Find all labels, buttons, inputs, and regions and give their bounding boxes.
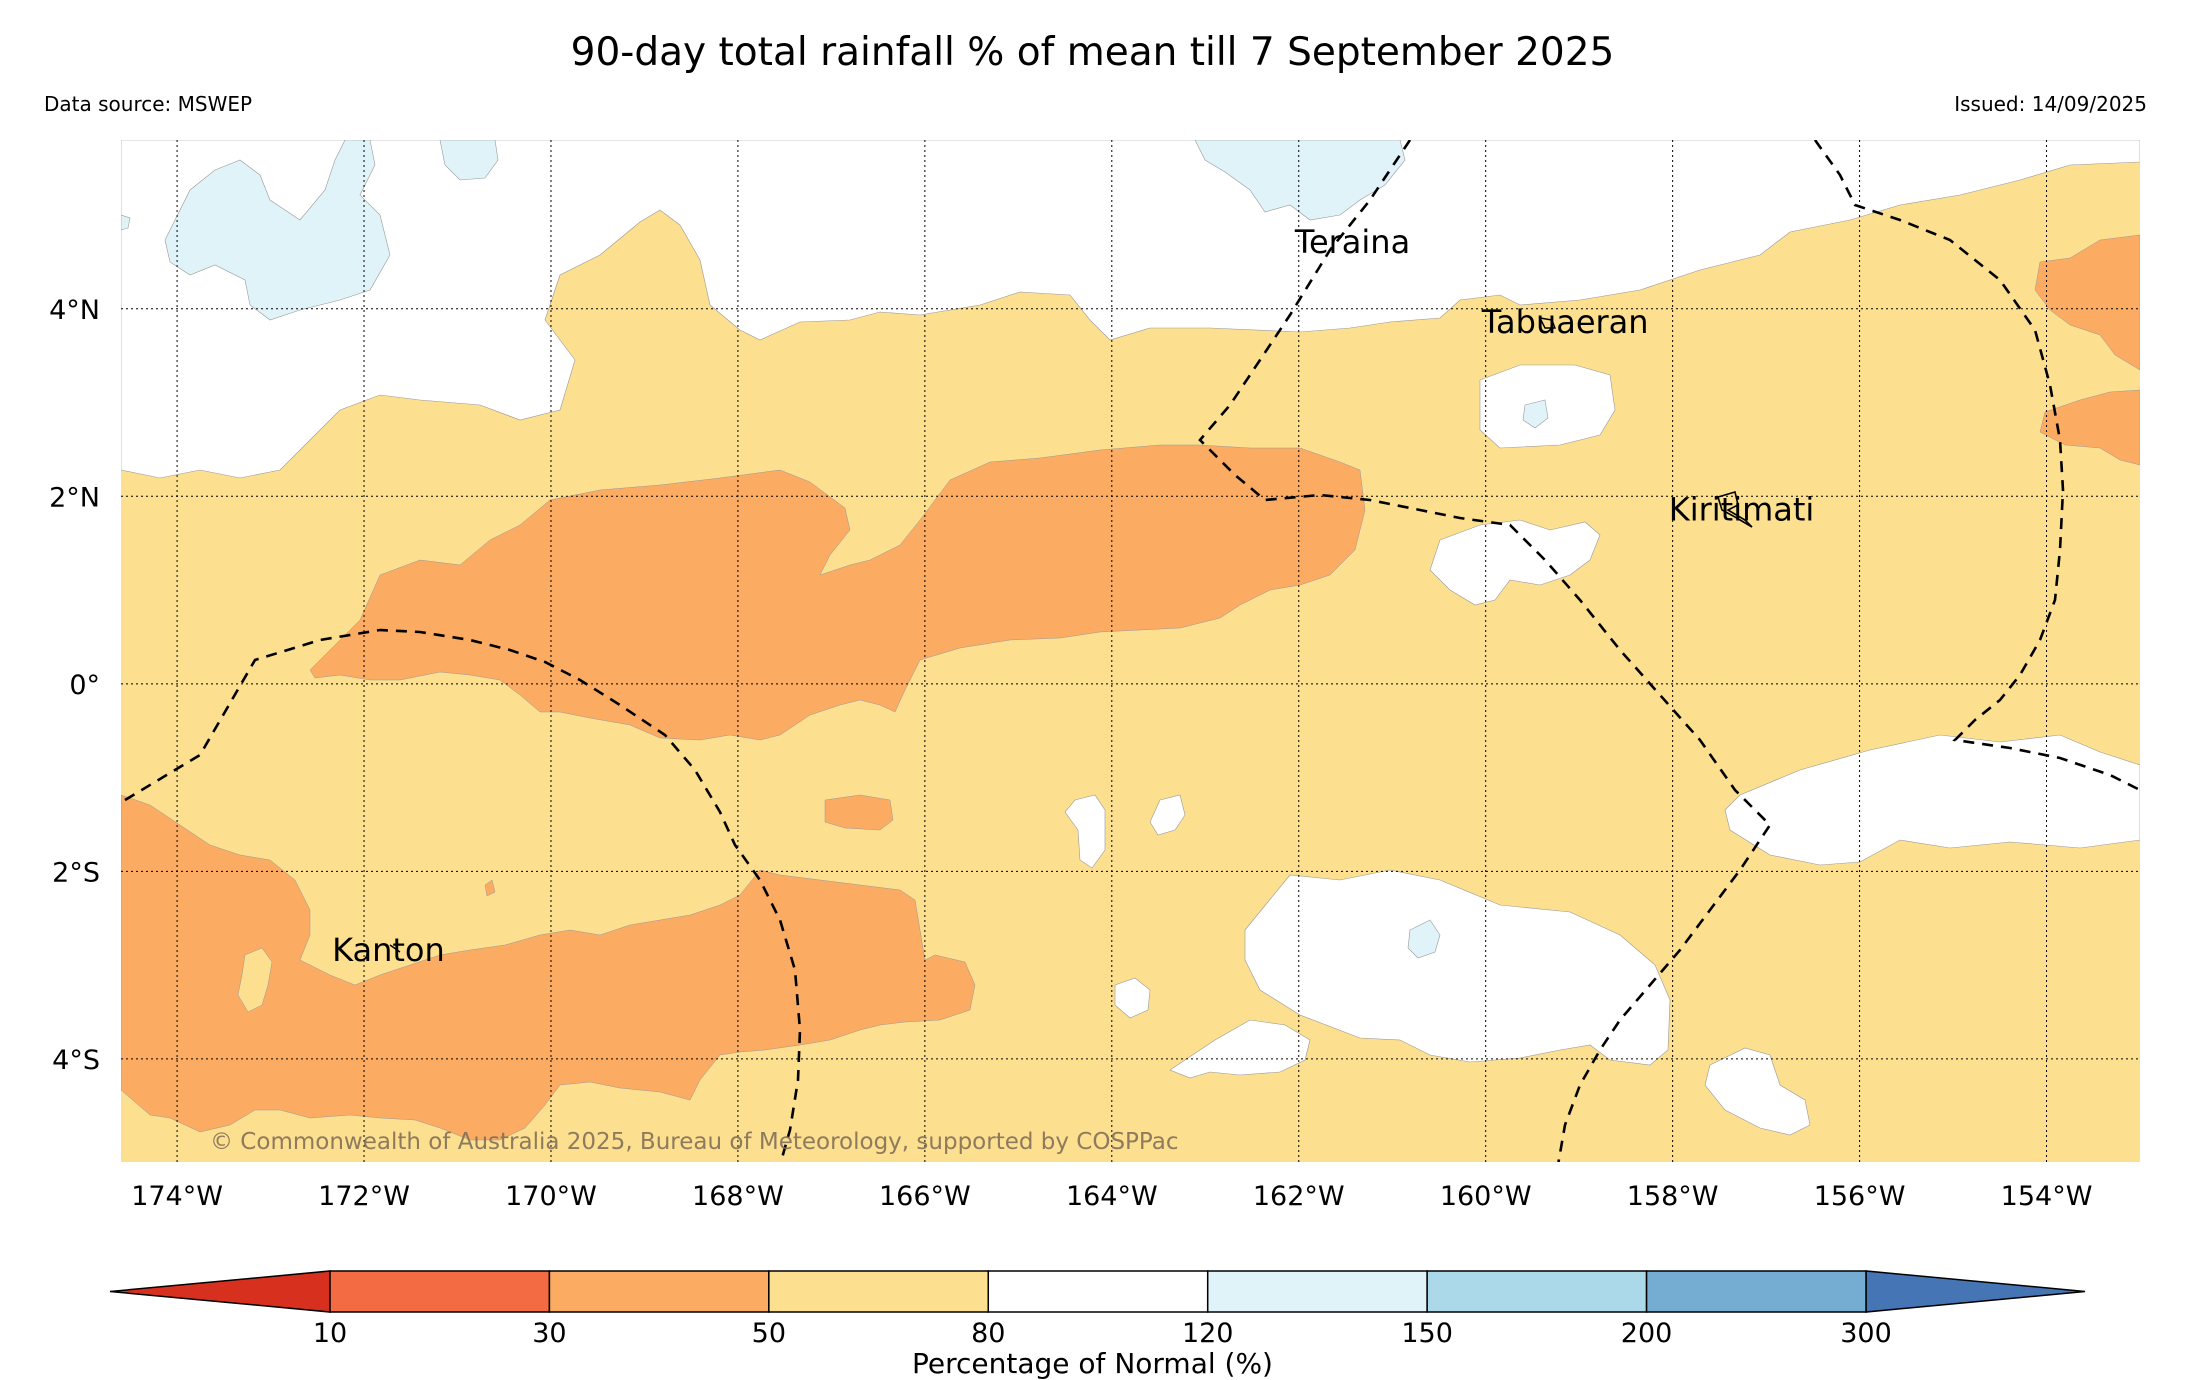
colorbar-tick-label: 150: [1401, 1318, 1453, 1349]
colorbar-tick-label: 10: [313, 1318, 347, 1349]
region-80-120-north: [121, 140, 2140, 479]
longitude-label: 164°W: [1066, 1181, 1158, 1212]
region-30-50-islet: [484, 879, 496, 897]
latitude-label: 2°S: [52, 857, 100, 888]
rainfall-regions: [121, 140, 2140, 1141]
graticule: [121, 140, 2140, 1162]
latitude-label: 2°N: [49, 482, 100, 513]
data-source: Data source: MSWEP: [44, 92, 253, 116]
region-30-50-central-band: [309, 444, 1366, 741]
tabuaeran-outline: [1538, 317, 1557, 329]
longitude-label: 172°W: [318, 1181, 410, 1212]
eez-boundary-east: [1813, 140, 2140, 792]
kanton-outline: [389, 944, 401, 953]
colorbar-segment: [1426, 1270, 1648, 1313]
place-label: Teraina: [1294, 223, 1410, 261]
region-80-120-south: [1244, 869, 1671, 1066]
place-label: Tabuaeran: [1481, 303, 1649, 341]
region-30-50-kanton-band: [121, 794, 976, 1141]
colorbar-segment: [548, 1270, 770, 1313]
place-label: Kanton: [332, 931, 445, 969]
eez-boundary-line-islands: [1198, 140, 1772, 1162]
region-30-50-east: [2034, 234, 2140, 371]
latitude-label: 0°: [69, 670, 100, 701]
colorbar-over-triangle: [1865, 1270, 2086, 1313]
issued-date: Issued: 14/09/2025: [1954, 92, 2147, 116]
region-80-120-center-east: [1429, 519, 1601, 606]
region-30-50-east2: [2039, 389, 2140, 466]
longitude-label: 174°W: [131, 1181, 223, 1212]
latitude-labels: 4°N 2°N 0° 2°S 4°S: [49, 295, 100, 1076]
eez-boundary-kanton: [124, 628, 802, 1162]
region-30-50-kanton-hole: [237, 947, 273, 1013]
region-120-150-north: [1194, 140, 1406, 221]
copyright-text: © Commonwealth of Australia 2025, Bureau…: [210, 1129, 1179, 1155]
longitude-labels: 174°W 172°W 170°W 168°W 166°W 164°W 162°W 160°W…: [131, 1181, 2092, 1212]
region-80-120-se: [1704, 1047, 1811, 1136]
colorbar-segment: [329, 1270, 551, 1313]
longitude-label: 156°W: [1814, 1181, 1906, 1212]
island-outlines: [389, 317, 1753, 953]
latitude-label: 4°N: [49, 295, 100, 326]
longitude-label: 154°W: [2001, 1181, 2093, 1212]
region-30-50-blob-south: [824, 794, 894, 831]
place-labels: Teraina Tabuaeran Kiritimati Kanton: [332, 223, 1814, 969]
latitude-label: 4°S: [52, 1045, 100, 1076]
colorbar-segment: [768, 1270, 990, 1313]
longitude-label: 158°W: [1627, 1181, 1719, 1212]
colorbar-tick-label: 80: [971, 1318, 1005, 1349]
colorbar: 10 30 50 80 120 150 200 300: [109, 1270, 2086, 1349]
eez-boundaries: [124, 140, 2140, 1162]
kiritimati-outline: [1716, 490, 1753, 528]
region-80-120-islet1: [1064, 794, 1106, 869]
colorbar-tick-label: 50: [752, 1318, 786, 1349]
longitude-label: 162°W: [1253, 1181, 1345, 1212]
longitude-label: 160°W: [1440, 1181, 1532, 1212]
colorbar-segment: [1206, 1270, 1428, 1313]
colorbar-tick-label: 300: [1840, 1318, 1892, 1349]
region-120-150-nw1: [164, 140, 391, 321]
region-120-150-nw2: [439, 140, 499, 181]
colorbar-tick-label: 200: [1621, 1318, 1673, 1349]
longitude-label: 168°W: [692, 1181, 784, 1212]
region-80-120-islet3: [1114, 977, 1151, 1019]
region-120-150-islet3: [121, 214, 131, 231]
colorbar-under-triangle: [109, 1270, 331, 1313]
colorbar-segment: [1645, 1270, 1867, 1313]
region-80-120-tabuaeran: [1479, 364, 1616, 449]
longitude-label: 170°W: [505, 1181, 597, 1212]
region-80-120-south-small: [1169, 1019, 1311, 1079]
colorbar-label: Percentage of Normal (%): [912, 1347, 1273, 1380]
region-80-120-islet2: [1149, 794, 1186, 836]
colorbar-tick-label: 120: [1182, 1318, 1234, 1349]
colorbar-tick-label: 30: [532, 1318, 566, 1349]
map-title: 90-day total rainfall % of mean till 7 S…: [570, 30, 1615, 75]
region-120-150-islet1: [1522, 399, 1549, 429]
longitude-label: 166°W: [879, 1181, 971, 1212]
colorbar-segment: [987, 1270, 1209, 1313]
region-120-150-islet2: [1407, 919, 1441, 959]
place-label: Kiritimati: [1669, 490, 1815, 528]
region-80-120-east: [1724, 734, 2140, 866]
